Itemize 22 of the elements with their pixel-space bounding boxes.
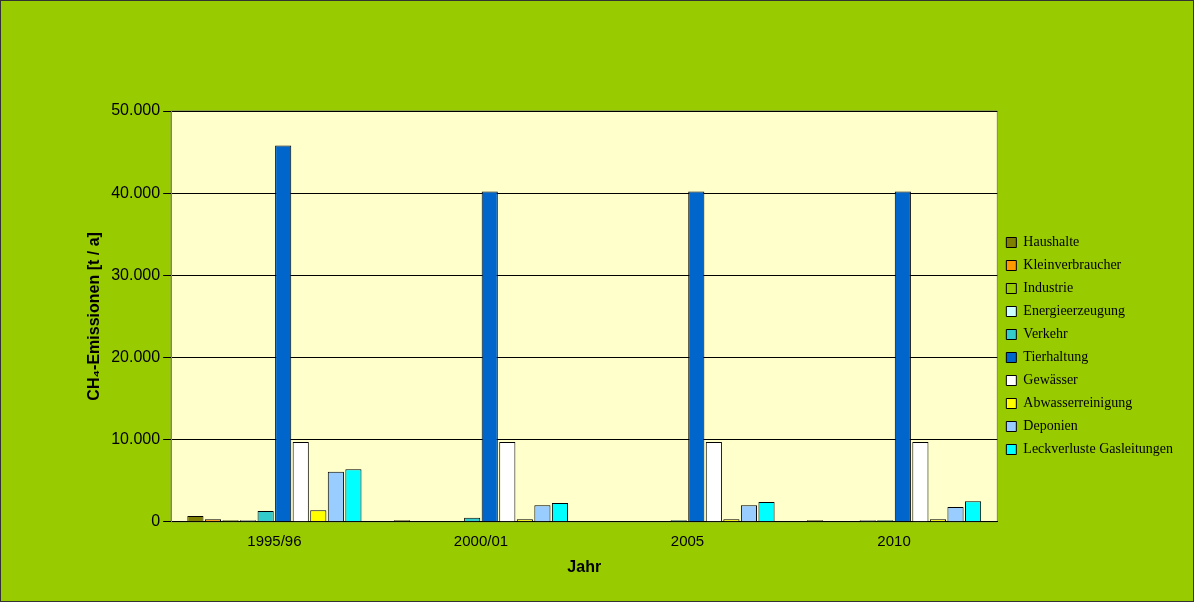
y-tick-label: 40.000 xyxy=(111,183,161,201)
y-tick-label: 50.000 xyxy=(111,101,161,119)
x-tick-label: 2005 xyxy=(670,531,705,549)
y-tick-label: 0 xyxy=(151,512,161,530)
legend-label: Energieerzeugung xyxy=(1023,303,1125,319)
legend-label: Industrie xyxy=(1023,280,1074,296)
legend-label: Kleinverbraucher xyxy=(1023,257,1122,273)
legend-label: Abwasserreinigung xyxy=(1023,395,1133,411)
x-tick-label: 2000/01 xyxy=(453,531,509,549)
x-tick-label: 1995/96 xyxy=(247,531,302,549)
legend-label: Haushalte xyxy=(1023,234,1080,250)
y-axis-title: CH₄-Emissionen [t / a] xyxy=(85,232,103,401)
legend-label: Verkehr xyxy=(1023,326,1068,342)
legend-label: Deponien xyxy=(1023,418,1078,434)
y-tick-label: 30.000 xyxy=(111,265,161,283)
y-tick-label: 10.000 xyxy=(111,430,161,448)
x-tick-label: 2010 xyxy=(877,531,911,549)
x-axis-title: Jahr xyxy=(567,557,602,575)
y-tick-label: 20.000 xyxy=(111,347,161,365)
legend-label: Tierhaltung xyxy=(1023,349,1089,365)
legend-label: Leckverluste Gasleitungen xyxy=(1023,441,1174,457)
legend-label: Gewässer xyxy=(1023,372,1079,388)
